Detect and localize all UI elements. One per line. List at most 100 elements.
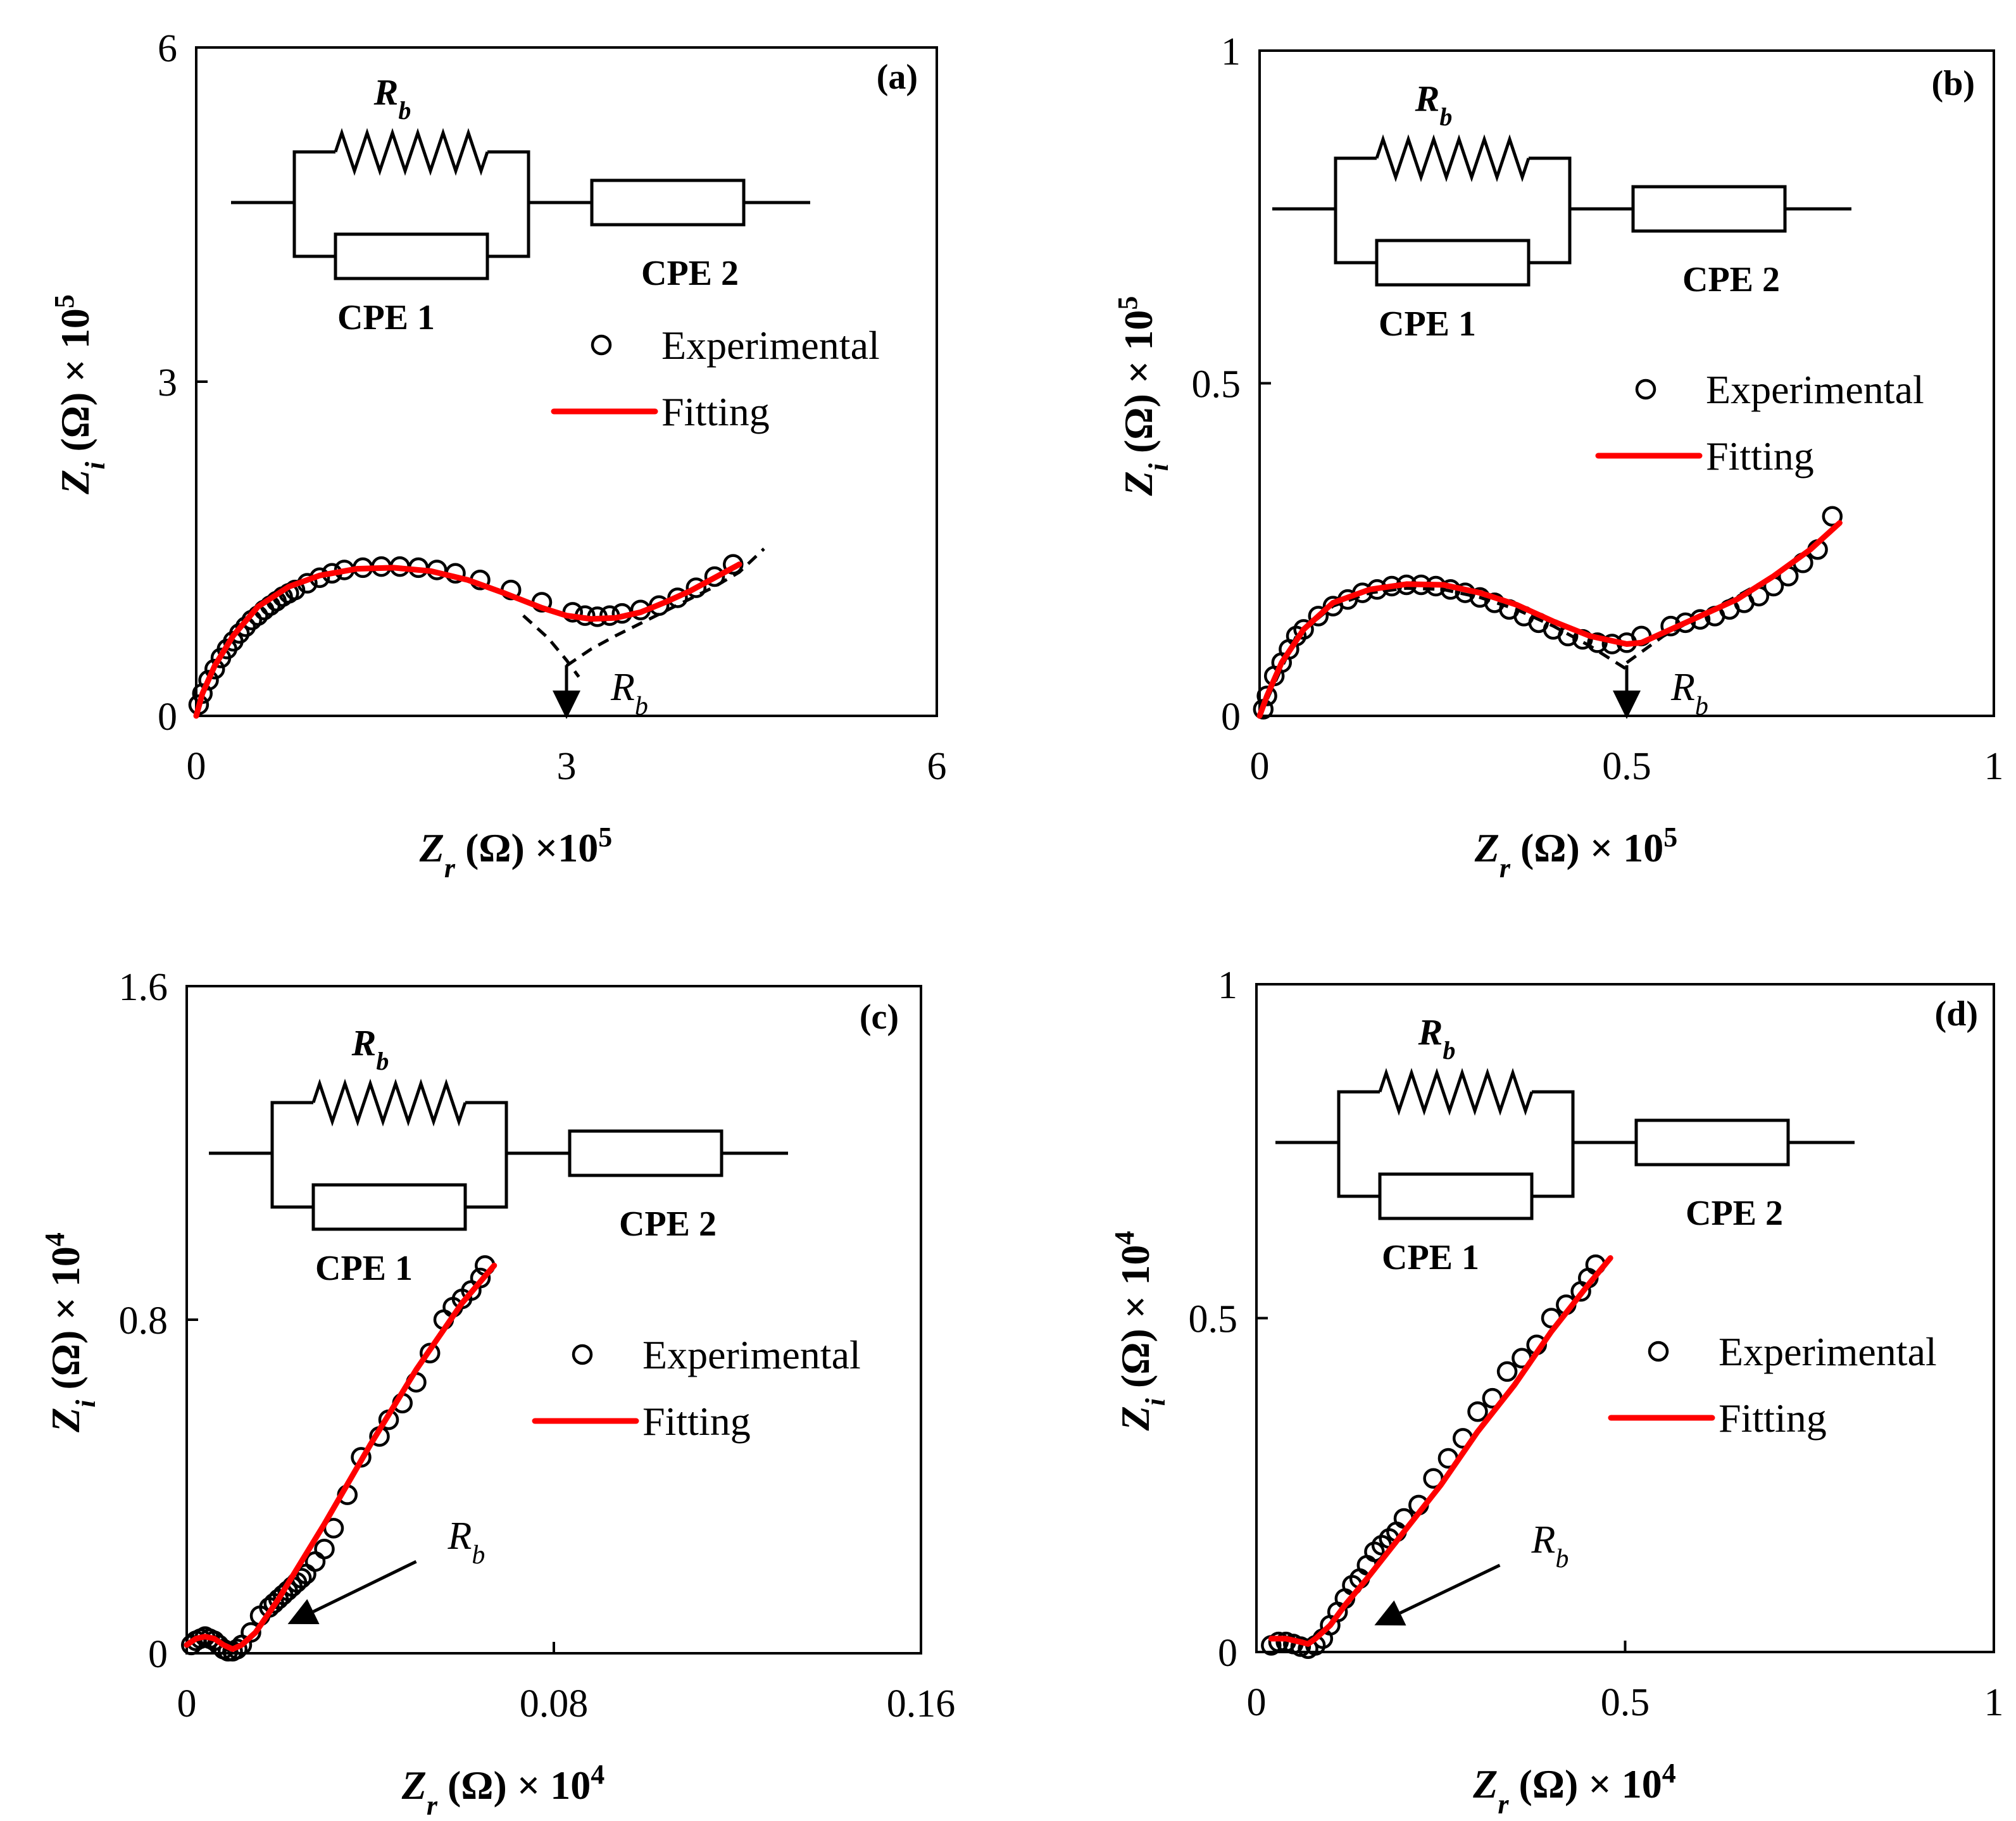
circuit-wire-top-left xyxy=(292,150,335,203)
x-tick-label: 0.16 xyxy=(887,1682,956,1725)
x-tick-label: 1 xyxy=(1984,1681,2004,1724)
circuit-wire-top-right xyxy=(1532,1090,1575,1142)
legend-experimental-label: Experimental xyxy=(1706,367,1924,412)
experimental-point xyxy=(198,670,219,691)
experimental-point xyxy=(1675,612,1696,634)
rb-arrow-head xyxy=(1613,691,1641,719)
cpe2-box xyxy=(568,1129,723,1177)
y-axis-label: Zi (Ω) × 104 xyxy=(39,1232,101,1433)
fitting-curve xyxy=(193,561,742,719)
circuit-wire-bottom-right xyxy=(465,1153,508,1209)
chart-panel-b: 0 0.5 1 0 0.5 1 Zr (Ω) × 105 Zi (Ω) × 105 (b) Rb C… xyxy=(1112,30,2004,884)
legend: Experimental Fitting xyxy=(532,1332,861,1444)
experimental-point xyxy=(1256,685,1277,706)
rb-arrow-head xyxy=(1374,1600,1406,1626)
panel-letter: (a) xyxy=(877,58,918,97)
legend: Experimental Fitting xyxy=(1608,1329,1937,1441)
cpe1-box xyxy=(1378,1172,1534,1220)
circuit-wire-top-left xyxy=(1337,1090,1380,1142)
legend-fitting-label: Fitting xyxy=(1719,1396,1827,1441)
legend-experimental-label: Experimental xyxy=(642,1332,861,1377)
resistor-rb xyxy=(1375,134,1531,182)
y-tick-label: 0 xyxy=(158,696,177,739)
circuit-wire-bottom-left xyxy=(1337,1142,1380,1198)
plot-frame xyxy=(185,985,922,1655)
rb-annotation-label: Rb xyxy=(1531,1518,1568,1574)
rb-annotation-label: Rb xyxy=(610,666,648,721)
experimental-point xyxy=(1496,1361,1518,1382)
circuit-cpe2-label: CPE 2 xyxy=(619,1205,717,1244)
x-tick-label: 0 xyxy=(1250,745,1270,788)
resistor-rb xyxy=(311,1079,467,1127)
circuit-wire-bottom-right xyxy=(1529,209,1572,265)
y-tick-label: 1.6 xyxy=(119,966,168,1009)
plot-frame xyxy=(1255,983,1995,1653)
panel-letter: (c) xyxy=(860,998,899,1037)
x-axis-label: Zr (Ω) ×105 xyxy=(419,822,613,884)
circuit-cpe1-label: CPE 1 xyxy=(337,298,435,337)
y-tick-label: 0 xyxy=(1218,1632,1237,1675)
y-axis-label: Zi (Ω) × 104 xyxy=(1109,1231,1171,1432)
fitting-curve xyxy=(1256,520,1843,719)
circuit-wire-top-right xyxy=(465,1101,508,1153)
y-tick-label: 3 xyxy=(158,361,177,404)
experimental-point xyxy=(470,1267,491,1289)
chart-panel-c: 0 0.08 0.16 0 0.8 1.6 Zr (Ω) × 104 Zi (Ω) × 104… xyxy=(39,966,956,1821)
y-tick-label: 0 xyxy=(1221,696,1241,739)
experimental-point xyxy=(204,658,225,680)
x-tick-label: 0 xyxy=(1247,1681,1267,1724)
experimental-point xyxy=(1467,1401,1488,1422)
fitting-curve xyxy=(1268,1255,1613,1647)
cpe2-box xyxy=(1634,1118,1790,1167)
x-tick-label: 0.5 xyxy=(1601,1681,1650,1724)
experimental-point xyxy=(1293,619,1314,640)
circuit-cpe1-label: CPE 1 xyxy=(1379,304,1476,344)
x-axis-label: Zr (Ω) × 104 xyxy=(1472,1758,1676,1820)
experimental-point xyxy=(704,566,725,587)
legend: Experimental Fitting xyxy=(1595,367,1924,479)
y-tick-label: 0.5 xyxy=(1189,1298,1238,1341)
circuit-wire-top-left xyxy=(1334,156,1377,209)
legend-fitting-label: Fitting xyxy=(642,1399,751,1444)
legend-experimental-marker xyxy=(591,334,612,356)
y-tick-label: 0 xyxy=(148,1633,168,1676)
circuit-wire-bottom-left xyxy=(270,1153,313,1209)
y-tick-label: 6 xyxy=(158,27,177,70)
dashed-guide-line xyxy=(1625,515,1848,664)
x-tick-label: 6 xyxy=(927,745,947,788)
legend: Experimental Fitting xyxy=(551,323,880,434)
circuit-cpe2-label: CPE 2 xyxy=(1682,260,1780,299)
y-tick-label: 1 xyxy=(1221,30,1241,73)
x-tick-label: 0.5 xyxy=(1602,745,1651,788)
y-tick-label: 1 xyxy=(1218,964,1237,1007)
circuit-wire-bottom-left xyxy=(292,203,335,258)
experimental-series xyxy=(1253,506,1843,720)
rb-arrow-head xyxy=(287,1599,320,1624)
y-tick-label: 0.5 xyxy=(1192,363,1241,406)
y-axis-label: Zi (Ω) × 105 xyxy=(49,294,111,495)
rb-arrow-shaft xyxy=(312,1560,417,1613)
circuit-wire-bottom-right xyxy=(1532,1142,1575,1198)
experimental-point xyxy=(686,577,706,598)
x-tick-label: 1 xyxy=(1984,745,2004,788)
panel-letter: (d) xyxy=(1935,994,1978,1034)
circuit-wire-bottom-right xyxy=(487,203,530,258)
circuit-rb-label: Rb xyxy=(373,72,411,125)
experimental-point xyxy=(304,1551,326,1572)
legend-experimental-marker xyxy=(1648,1341,1669,1362)
legend-experimental-marker xyxy=(1635,379,1656,400)
experimental-point xyxy=(1308,606,1329,627)
circuit-wire-top-right xyxy=(1529,156,1572,209)
chart-panel-a: 0 3 6 0 3 6 Zr (Ω) ×105 Zi (Ω) × 105 (a) Rb CPE 1 C… xyxy=(49,27,947,884)
circuit-wire-bottom-left xyxy=(1334,209,1377,265)
x-tick-label: 0 xyxy=(177,1682,197,1725)
circuit-cpe1-label: CPE 1 xyxy=(315,1249,413,1288)
x-tick-label: 0 xyxy=(187,745,206,788)
legend-fitting-label: Fitting xyxy=(661,389,770,434)
circuit-wire-top-left xyxy=(270,1101,313,1153)
x-tick-label: 0.08 xyxy=(520,1682,589,1725)
experimental-point xyxy=(1268,1631,1289,1653)
circuit-cpe2-label: CPE 2 xyxy=(641,254,739,293)
circuit-cpe2-label: CPE 2 xyxy=(1686,1194,1783,1233)
